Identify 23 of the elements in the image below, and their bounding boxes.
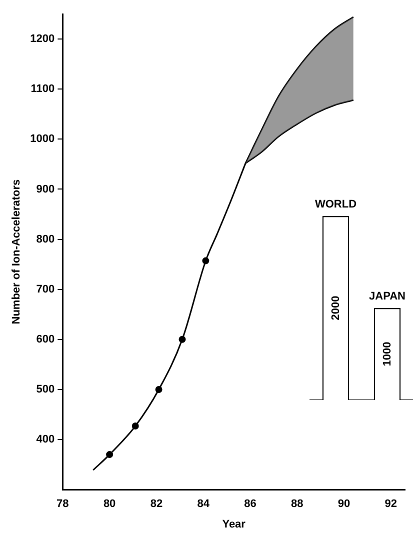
x-tick-label: 88 [291,498,304,510]
x-tick-label: 86 [244,498,256,510]
x-tick-label: 84 [197,498,210,510]
y-tick-label: 900 [36,183,55,196]
y-tick-label: 800 [36,233,55,246]
x-tick-label: JAPAN [369,290,406,303]
x-axis-title: Year [222,518,246,530]
x-tick-label: 92 [384,498,398,510]
y-tick-label: 1000 [30,133,55,146]
y-tick-label: 1100 [30,83,55,96]
y-tick-label: 400 [36,434,55,446]
x-tick-label: 78 [56,498,69,510]
x-tick-label: 80 [103,498,116,510]
y-tick-label: 600 [36,333,55,346]
y-tick-label: 500 [36,384,55,396]
data-label: 1000 [381,342,394,366]
x-tick-label: 90 [338,498,350,510]
y-tick-label: 700 [36,283,55,296]
x-tick-label: WORLD [314,198,357,211]
y-axis-title: Number of Ion-Accelerators [10,179,23,324]
y-tick-label: 1200 [30,33,55,46]
x-tick-label: 82 [150,498,163,510]
data-label: 2000 [330,296,342,320]
